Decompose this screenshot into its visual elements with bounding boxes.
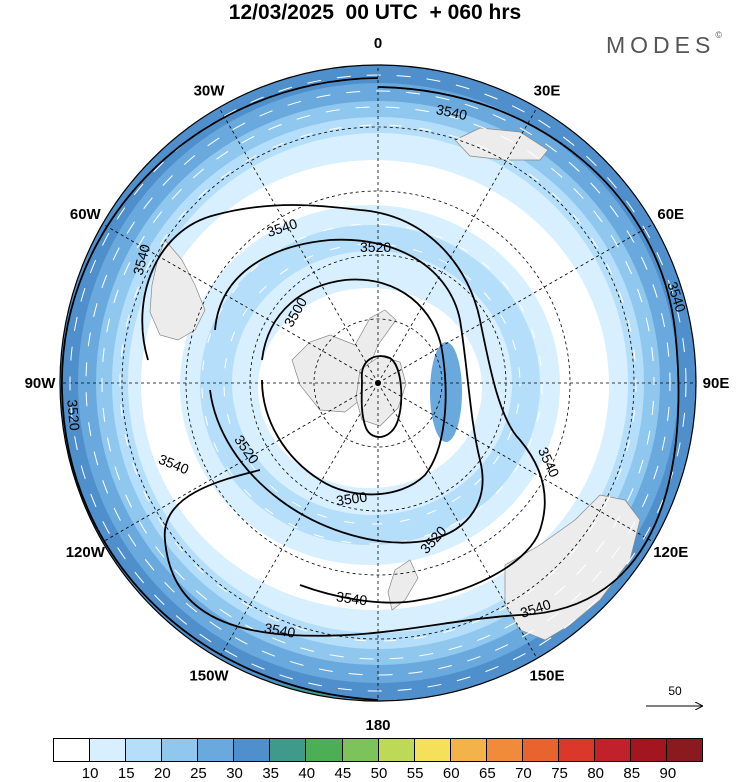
contour-label: 3520 — [64, 399, 83, 432]
africa — [454, 127, 549, 161]
legend-swatch — [378, 739, 415, 761]
land-masses — [149, 127, 641, 641]
contour-3500-outer — [261, 278, 447, 496]
longitude-label-90e: 90E — [703, 375, 730, 392]
meridian-line — [102, 382, 379, 543]
south-pole-marker — [375, 380, 381, 386]
longitude-label-60w: 60W — [70, 206, 102, 223]
contour-label: 3500 — [335, 488, 368, 508]
meridian-line — [377, 107, 538, 384]
legend-tick-label: 70 — [515, 765, 532, 782]
longitude-label-120w: 120W — [66, 544, 106, 561]
legend-swatch — [54, 739, 91, 761]
streamline-inner-2 — [223, 243, 521, 525]
legend-tick-label: 85 — [623, 765, 641, 782]
legend-swatch — [234, 739, 271, 761]
contour-3520-south — [61, 389, 379, 701]
longitude-label-60e: 60E — [657, 206, 684, 223]
contour-3540-outer — [164, 86, 680, 637]
contour-3520-inner — [209, 238, 484, 544]
longitude-label-0: 0 — [374, 35, 382, 52]
legend-swatch — [90, 739, 127, 761]
logo-text: MODES — [606, 32, 716, 58]
polar-map: 3540 3540 3540 3540 3520 3500 3520 3540 … — [25, 35, 730, 734]
streamline-4 — [119, 124, 637, 642]
legend-swatch — [558, 739, 595, 761]
south-america — [149, 239, 206, 341]
wind-vectors — [69, 74, 687, 692]
contour-3540-inner — [141, 204, 546, 604]
legend-tick-label: 55 — [406, 765, 424, 782]
legend-tick-label: 90 — [659, 765, 677, 782]
contour-3500-inner — [360, 355, 403, 438]
legend-tick-label: 40 — [298, 765, 316, 782]
meridian-line — [102, 223, 379, 384]
new-zealand — [387, 559, 419, 611]
legend-tick-label: 10 — [81, 765, 99, 782]
copyright-mark: © — [715, 30, 722, 40]
legend-tick-label: 65 — [478, 765, 496, 782]
legend-swatch — [667, 739, 703, 761]
latitude-circle — [313, 318, 443, 448]
longitude-label-120e: 120E — [653, 544, 688, 561]
contour-3520-west — [61, 77, 379, 391]
legend-swatch — [342, 739, 379, 761]
streamline-inner — [201, 223, 543, 545]
legend-labels: 10 15 20 25 30 35 40 45 50 55 60 65 70 75 80 85 90 — [53, 765, 703, 782]
legend-tick-label: 75 — [551, 765, 568, 782]
legend-swatch — [631, 739, 668, 761]
legend-swatch — [162, 739, 199, 761]
map-border — [59, 64, 697, 702]
longitude-label-180: 180 — [365, 717, 390, 734]
streamline-2 — [85, 90, 671, 676]
longitude-label-150e: 150E — [529, 668, 564, 685]
streamline-outer — [69, 74, 687, 692]
legend-swatch — [486, 739, 523, 761]
reference-vector: 50 — [640, 684, 710, 714]
longitude-label-90w: 90W — [25, 375, 57, 392]
legend-swatch — [198, 739, 235, 761]
legend-tick-label: 80 — [587, 765, 604, 782]
legend-swatch — [522, 739, 559, 761]
legend-swatch — [270, 739, 307, 761]
meridian-line — [218, 382, 379, 659]
map-title: 12/03/2025 00 UTC + 060 hrs — [228, 1, 522, 24]
legend-swatch — [594, 739, 631, 761]
legend-tick-label: 25 — [190, 765, 207, 782]
longitude-label-30e: 30E — [534, 82, 561, 99]
reference-vector-label: 50 — [668, 684, 682, 698]
legend-swatch — [126, 739, 163, 761]
height-contours — [61, 77, 680, 701]
legend-swatch — [414, 739, 451, 761]
legend-tick-label: 45 — [334, 765, 352, 782]
legend-swatch — [450, 739, 487, 761]
contour-label: 3520 — [360, 239, 391, 255]
meridian-line — [377, 223, 654, 384]
meridian-line — [377, 382, 538, 659]
contour-label: 3540 — [335, 588, 368, 608]
legend-tick-label: 60 — [442, 765, 460, 782]
legend-tick-label: 15 — [117, 765, 135, 782]
legend-tick-label: 30 — [226, 765, 243, 782]
modes-logo: MODES© — [606, 30, 722, 59]
legend-swatch — [306, 739, 343, 761]
legend-tick-label: 35 — [262, 765, 279, 782]
contour-label: 3540 — [435, 101, 469, 123]
legend-tick-label: 50 — [370, 765, 388, 782]
longitude-labels: 0 30E 60E 90E 120E 150E 180 150W 120W 90W 60W 30W — [25, 35, 730, 734]
contour-label: 3540 — [263, 620, 297, 641]
color-legend — [53, 738, 703, 762]
streamline-3 — [101, 106, 655, 660]
contour-label: 3540 — [130, 242, 154, 276]
legend-tick-label: 20 — [153, 765, 171, 782]
meridian-line — [377, 382, 654, 543]
longitude-label-150w: 150W — [189, 668, 229, 685]
longitude-label-30w: 30W — [194, 82, 226, 99]
latitude-circle — [121, 126, 635, 640]
antarctica-east — [355, 355, 407, 427]
